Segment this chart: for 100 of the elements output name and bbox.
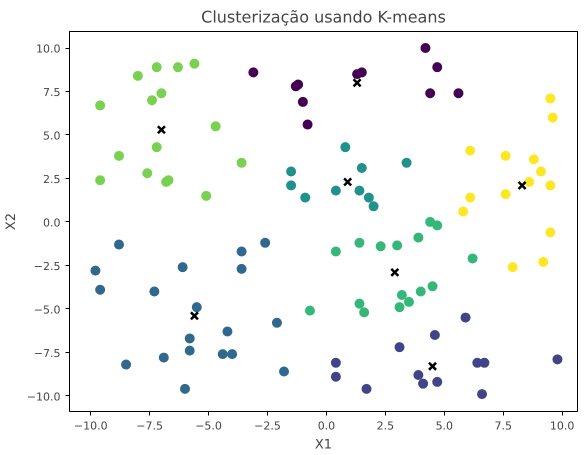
point: [465, 192, 476, 203]
point: [330, 186, 341, 196]
point: [210, 121, 221, 132]
point: [376, 241, 386, 252]
point: [184, 346, 195, 356]
point: [524, 176, 534, 187]
point: [227, 349, 238, 360]
point: [413, 232, 424, 243]
point: [354, 238, 364, 248]
point: [158, 352, 169, 363]
point: [538, 256, 548, 267]
point: [432, 62, 442, 72]
point: [152, 142, 162, 152]
y-tick-label: −5.0: [34, 303, 61, 316]
point: [178, 262, 188, 272]
chart-title: Clusterização usando K-means: [201, 8, 446, 26]
point: [536, 166, 546, 176]
point: [300, 192, 310, 203]
point: [364, 192, 374, 203]
point: [260, 238, 270, 248]
point: [432, 220, 442, 230]
y-tick-label: −10.0: [26, 390, 61, 404]
x-tick-label: −2.5: [254, 420, 281, 432]
x-tick-label: 5.0: [436, 420, 454, 432]
point: [390, 268, 400, 278]
point: [164, 175, 174, 186]
point: [545, 180, 556, 190]
point: [218, 349, 228, 360]
point: [184, 333, 195, 344]
point: [418, 378, 428, 389]
point: [528, 154, 539, 164]
point: [416, 286, 426, 296]
point: [142, 168, 152, 178]
point: [342, 177, 352, 187]
point: [236, 246, 247, 256]
point: [192, 302, 202, 312]
point: [548, 112, 558, 123]
point: [114, 240, 124, 250]
point: [356, 163, 367, 174]
point: [95, 284, 106, 295]
point: [394, 342, 405, 352]
point: [121, 360, 132, 370]
point: [180, 384, 190, 394]
y-axis-title: X2: [4, 212, 19, 230]
point: [500, 150, 511, 161]
point: [460, 312, 471, 323]
point: [508, 262, 518, 272]
point: [359, 307, 370, 318]
point: [302, 120, 313, 130]
point: [248, 67, 258, 78]
point: [404, 296, 414, 307]
y-tick-label: 0.0: [43, 216, 61, 230]
point: [172, 62, 183, 72]
x-tick-label: −10.0: [74, 420, 108, 432]
point: [293, 80, 304, 90]
x-tick-label: 0.0: [318, 420, 336, 432]
point: [114, 150, 124, 161]
point: [432, 376, 442, 387]
y-tick-label: 7.5: [43, 86, 61, 99]
point: [545, 93, 556, 104]
point: [132, 70, 143, 81]
point: [286, 166, 296, 176]
point: [352, 78, 362, 88]
point: [517, 180, 527, 190]
x-tick-label: 2.5: [376, 420, 394, 432]
point: [279, 366, 290, 376]
point: [201, 190, 212, 201]
point: [95, 100, 106, 110]
point: [156, 88, 166, 98]
point: [330, 372, 341, 382]
point: [356, 67, 367, 78]
point: [354, 298, 364, 309]
point: [156, 124, 166, 135]
x-tick-label: −7.5: [136, 420, 164, 432]
point: [362, 384, 372, 394]
point: [420, 43, 430, 54]
point: [458, 206, 468, 216]
point: [95, 175, 106, 186]
point: [465, 146, 476, 156]
point: [453, 88, 464, 98]
y-tick-label: −2.5: [34, 260, 61, 273]
point: [425, 88, 436, 98]
point: [272, 318, 282, 328]
y-tick-label: 10.0: [36, 42, 61, 56]
point: [236, 264, 247, 274]
point: [402, 158, 412, 168]
y-tick-label: 5.0: [43, 129, 61, 142]
x-tick-label: 7.5: [494, 420, 512, 432]
x-tick-label: −5.0: [195, 420, 222, 432]
point: [90, 266, 100, 276]
point: [340, 142, 350, 152]
point: [236, 158, 247, 168]
point: [368, 201, 379, 212]
point: [479, 358, 490, 368]
point: [500, 189, 511, 200]
point: [394, 302, 405, 312]
point: [222, 326, 232, 336]
x-tick-label: 10.0: [550, 420, 574, 432]
point: [190, 311, 200, 321]
y-tick-label: 2.5: [43, 172, 61, 186]
